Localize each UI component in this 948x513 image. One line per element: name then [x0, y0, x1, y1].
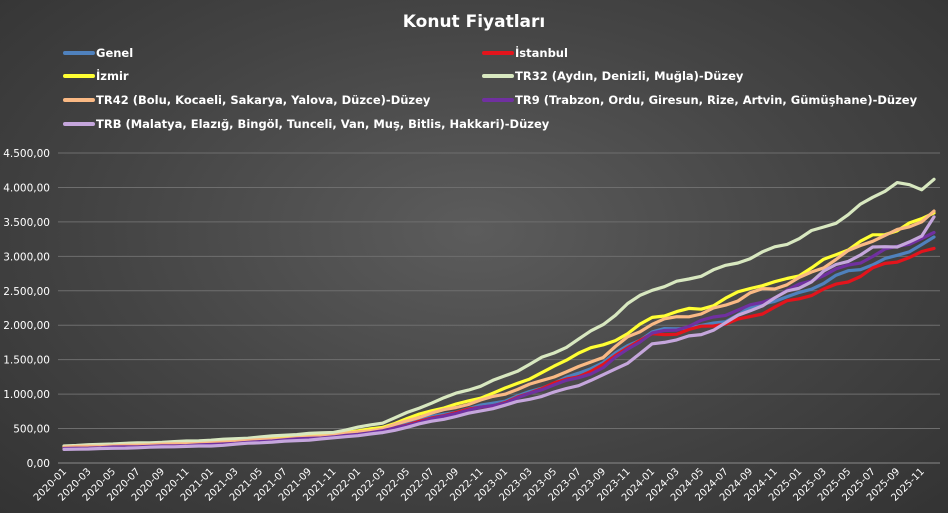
y-tick-label: 1.500,00 [3, 355, 50, 367]
y-tick-label: 3.000,00 [3, 251, 50, 263]
legend-item: Genel [63, 46, 133, 60]
series-line-6 [62, 230, 936, 451]
series-line-4 [62, 177, 936, 448]
chart-title: Konut Fiyatları [403, 12, 545, 32]
legend-label: TR9 (Trabzon, Ordu, Giresun, Rize, Artvi… [515, 93, 918, 107]
series-line-1 [62, 235, 936, 450]
series-lines [62, 177, 936, 451]
legend-item: TR9 (Trabzon, Ordu, Giresun, Rize, Artvi… [482, 93, 918, 107]
legend-label: İzmir [96, 68, 129, 83]
y-tick-label: 3.500,00 [3, 217, 50, 229]
legend-item: TR42 (Bolu, Kocaeli, Sakarya, Yalova, Dü… [63, 93, 431, 107]
legend-item: İzmir [63, 68, 129, 83]
legend-item: İstanbul [482, 45, 568, 60]
legend-label: Genel [96, 46, 133, 60]
legend-label: İstanbul [515, 45, 568, 60]
y-tick-label: 4.000,00 [3, 182, 50, 194]
legend-item: TR32 (Aydın, Denizli, Muğla)-Düzey [482, 69, 744, 83]
y-tick-label: 500,00 [13, 424, 50, 436]
gridlines [58, 152, 940, 464]
y-tick-label: 0,00 [27, 458, 50, 470]
series-line-7 [62, 215, 936, 451]
series-line-2 [62, 246, 936, 451]
legend: Genel İstanbul İzmir TR32 (Aydın, Denizli, … [63, 45, 918, 131]
series-line-3 [62, 211, 936, 449]
y-axis-ticks: 0,00 500,00 1.000,00 1.500,00 2.000,00 2.500,… [3, 148, 50, 470]
series-line-5 [62, 209, 936, 449]
y-tick-label: 1.000,00 [3, 389, 50, 401]
x-axis-ticks: 2020-012020-032020-052020-072020-092020-… [32, 466, 927, 503]
legend-label: TR42 (Bolu, Kocaeli, Sakarya, Yalova, Dü… [96, 93, 431, 107]
legend-item: TRB (Malatya, Elazığ, Bingöl, Tunceli, V… [63, 117, 550, 131]
legend-label: TRB (Malatya, Elazığ, Bingöl, Tunceli, V… [96, 117, 550, 131]
y-tick-label: 4.500,00 [3, 148, 50, 160]
y-tick-label: 2.000,00 [3, 320, 50, 332]
y-tick-label: 2.500,00 [3, 286, 50, 298]
legend-label: TR32 (Aydın, Denizli, Muğla)-Düzey [515, 69, 744, 83]
